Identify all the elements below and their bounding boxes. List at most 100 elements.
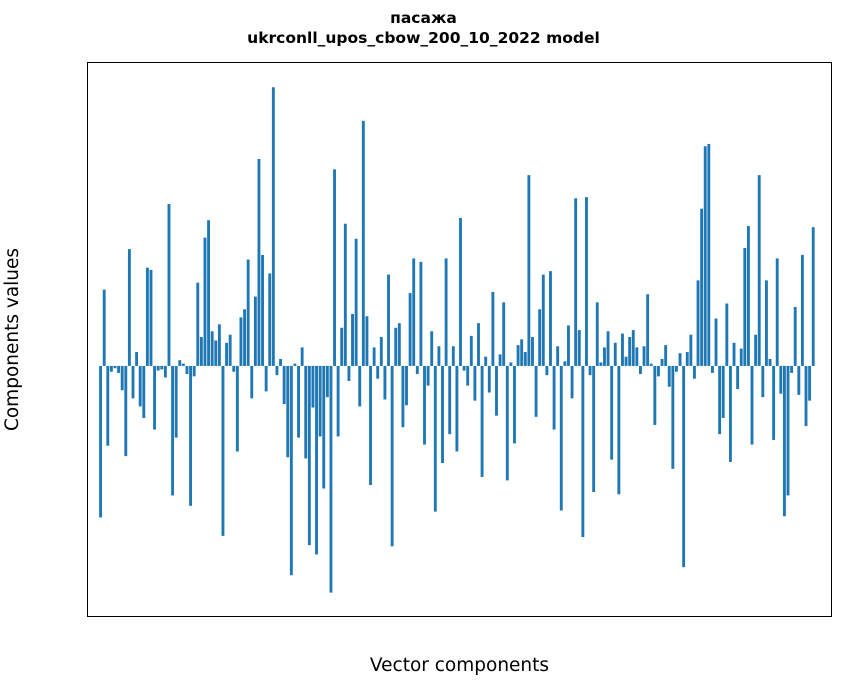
bar [462,365,466,371]
bar [415,365,419,375]
y-axis-tick: −2 [87,587,88,608]
bar [487,365,491,393]
bar [484,356,488,366]
bar [559,365,563,511]
bar [214,340,218,366]
bar [174,365,178,438]
bar [336,365,340,437]
bar [207,220,211,366]
bar-series [99,87,815,593]
x-axis-tick-mark [100,616,101,617]
chart-title: пасажа ukrconll_upos_cbow_200_10_2022 mo… [0,8,847,48]
bar [567,325,570,366]
bar [595,302,599,366]
bar [703,146,707,366]
bar [455,365,459,452]
bar [109,365,113,372]
bar [383,365,387,400]
bar [732,342,736,366]
bar [782,365,786,517]
bar [408,293,412,366]
bar [239,317,243,366]
bar [232,365,236,372]
bar [444,258,448,366]
bar [797,365,801,395]
bar [603,347,606,366]
y-axis-label-text: Components values [2,247,24,432]
bar [556,346,560,366]
bar [585,197,588,366]
bar [279,359,282,366]
bar [624,356,628,366]
x-axis-tick: 75 [359,616,381,617]
bar [142,365,146,418]
bar [120,365,124,391]
bar [430,331,434,366]
bar [315,365,318,555]
bar [657,365,660,377]
bar [635,347,639,366]
bar [325,365,329,398]
bar [700,208,704,366]
x-axis-tick-mark [820,616,821,617]
bar [138,365,142,407]
bar [113,365,117,369]
x-axis-tick-mark [550,616,551,617]
bar [171,365,175,496]
bar [448,365,452,435]
x-axis-tick: 25 [179,616,201,617]
bar [419,261,423,366]
bar [808,365,812,401]
bar [365,316,369,366]
bar [135,352,139,366]
bar [685,352,689,366]
bar [718,365,722,435]
y-axis-tick: −1 [87,471,88,492]
bar [581,365,585,538]
bar [441,365,444,464]
bar [196,282,200,366]
bar [329,365,333,593]
bar [793,306,797,366]
bar [160,365,164,370]
x-axis-tick: 125 [534,616,567,617]
bar [163,365,167,378]
bar [660,359,664,366]
bar [361,120,365,366]
bar [268,273,272,366]
bar [523,352,527,366]
bar [181,363,185,366]
bar [199,337,203,366]
bar [271,87,275,366]
bar [772,365,776,440]
bar [397,323,401,366]
bar [811,227,815,366]
bar [764,280,768,366]
bar [131,365,135,399]
bar [286,365,290,458]
bar [563,361,567,366]
bar [343,223,347,366]
bar [728,365,732,462]
bar [725,303,729,366]
plot-surface [88,63,831,616]
bar [639,365,642,375]
bar [257,158,261,366]
x-axis-tick-mark [370,616,371,617]
bar [387,274,390,366]
bar [372,347,376,366]
bar [358,365,362,407]
bar [311,365,315,408]
bar [459,217,462,366]
bar [401,365,405,428]
bar [541,274,545,366]
bar [509,362,513,366]
chart-title-line2: ukrconll_upos_cbow_200_10_2022 model [247,29,600,48]
bar [746,226,750,366]
bar [664,345,668,366]
bar [369,365,372,486]
bar [189,365,193,506]
bar [754,334,758,366]
bar [682,365,686,568]
